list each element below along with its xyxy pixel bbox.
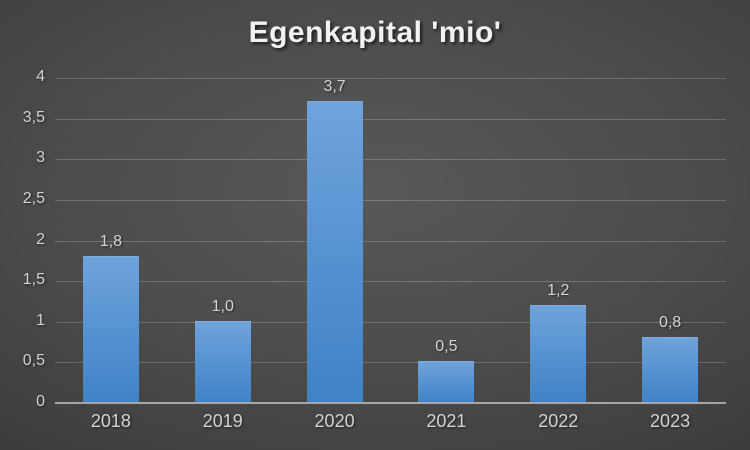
bar-value-label: 1,2 [547,281,570,299]
gridline [55,78,726,79]
plot-area [55,78,726,404]
bar-2021 [418,361,475,403]
x-tick-label: 2022 [538,411,579,431]
x-tick-label: 2020 [314,411,355,431]
y-tick-label: 3,5 [22,108,45,126]
gridline [55,362,726,364]
bar-value-label: 0,8 [658,314,682,331]
gridline [55,281,726,283]
y-tick-label: 0,5 [22,352,45,370]
bar-2023 [642,337,699,403]
bar-value-label: 0,5 [435,338,458,356]
bar-2018 [82,255,139,403]
gridline [55,240,726,242]
x-tick-label: 2021 [426,411,467,431]
x-tick-label: 2019 [202,411,243,431]
y-tick-label: 2 [36,230,45,248]
bar-value-label: 1,0 [211,297,234,315]
bar-value-label: 1,8 [99,232,123,250]
bar-2020 [306,101,363,403]
gridline [55,118,726,120]
bar-2019 [194,320,251,403]
y-tick-label: 3 [36,149,45,167]
x-tick-label: 2023 [650,411,691,431]
gridline [55,321,726,323]
y-tick-label: 1,5 [22,271,45,289]
gridline [55,159,726,161]
x-axis-line [55,402,726,404]
y-tick-label: 0 [36,393,45,410]
bar-2022 [530,304,587,403]
gridline [55,199,726,201]
bar-value-label: 3,7 [323,78,346,96]
chart-title: Egenkapital 'mio' [248,16,502,49]
x-tick-label: 2018 [90,411,131,431]
y-tick-label: 1 [36,311,45,329]
y-tick-label: 2,5 [22,189,45,207]
y-tick-label: 4 [36,68,45,85]
